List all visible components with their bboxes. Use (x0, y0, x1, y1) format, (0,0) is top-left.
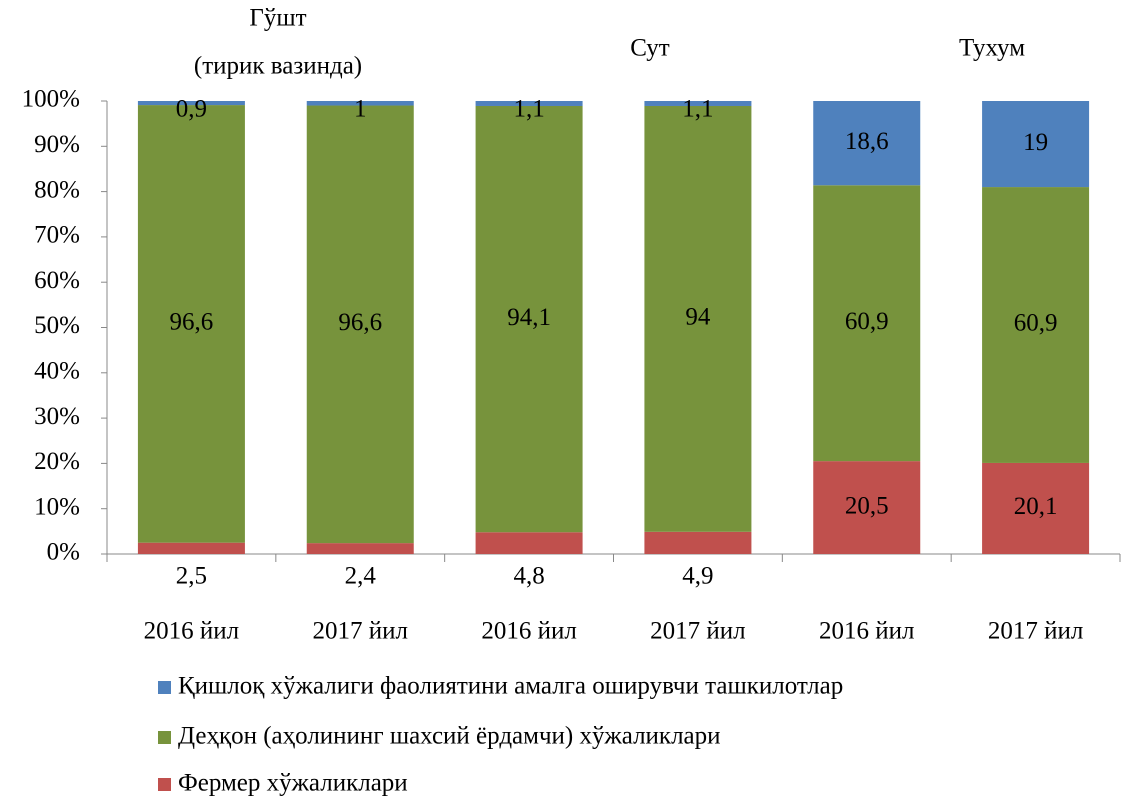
bar-segment (475, 101, 583, 106)
data-label: 18,6 (845, 128, 889, 155)
x-tick-label: 2016 йил (144, 618, 239, 645)
bar-segment (982, 462, 1090, 554)
data-label: 20,1 (1014, 493, 1058, 520)
y-tick-label: 10% (34, 493, 80, 520)
legend-label: Қишлоқ хўжалиги фаолиятини амалга оширув… (178, 673, 843, 700)
x-tick-label: 2017 йил (650, 618, 745, 645)
y-tick-label: 80% (34, 176, 80, 203)
y-tick-label: 100% (22, 86, 80, 113)
bar-segment (644, 101, 752, 106)
x-tick-label: 2017 йил (313, 618, 408, 645)
y-tick-label: 30% (34, 403, 80, 430)
bar-segment (475, 532, 583, 554)
data-label: 20,5 (845, 492, 889, 519)
x-tick-label: 2016 йил (481, 618, 576, 645)
y-tick-label: 50% (34, 312, 80, 339)
data-label: 94,1 (507, 304, 551, 331)
data-label: 96,6 (170, 309, 214, 336)
y-tick-label: 40% (34, 358, 80, 385)
group-label: Сут (630, 35, 670, 62)
data-label: 2,5 (176, 563, 207, 590)
bar-segment (306, 105, 414, 544)
bar-segment (475, 105, 583, 533)
legend-label: Деҳқон (аҳолининг шахсий ёрдамчи) хўжали… (178, 723, 721, 750)
bar-segment (982, 187, 1090, 463)
x-tick-label: 2017 йил (988, 618, 1083, 645)
legend-label: Фермер хўжаликлари (178, 770, 408, 797)
x-tick-label: 2016 йил (819, 618, 914, 645)
bar-segment (982, 101, 1090, 188)
data-label: 19 (1023, 129, 1048, 156)
data-label: 60,9 (845, 308, 889, 335)
data-label: 0,9 (176, 96, 207, 123)
data-label: 60,9 (1014, 310, 1058, 337)
bar-segment (137, 101, 245, 106)
data-label: 1 (354, 96, 367, 123)
bar-segment (137, 542, 245, 554)
group-label: Гўшт (249, 5, 306, 32)
data-label: 4,9 (682, 563, 713, 590)
bar-segment (813, 461, 921, 554)
y-tick-label: 20% (34, 448, 80, 475)
data-label: 1,1 (513, 96, 544, 123)
legend-marker (158, 778, 171, 791)
bar-segment (813, 185, 921, 462)
legend-marker (158, 681, 171, 694)
group-label: Тухум (959, 35, 1025, 62)
bar-segment (306, 101, 414, 106)
y-tick-label: 60% (34, 267, 80, 294)
legend-marker (158, 731, 171, 744)
bar-segment (137, 105, 245, 543)
data-label: 4,8 (513, 563, 544, 590)
bar-segment (644, 105, 752, 532)
y-tick-label: 0% (47, 539, 80, 566)
group-label: (тирик вазинда) (194, 53, 362, 80)
y-tick-label: 90% (34, 131, 80, 158)
data-label: 1,1 (682, 96, 713, 123)
bar-segment (813, 101, 921, 186)
y-tick-label: 70% (34, 222, 80, 249)
data-label: 2,4 (345, 563, 377, 590)
bar-segment (644, 531, 752, 554)
bar-segment (306, 543, 414, 554)
data-label: 94 (685, 304, 711, 331)
data-label: 96,6 (338, 309, 382, 336)
